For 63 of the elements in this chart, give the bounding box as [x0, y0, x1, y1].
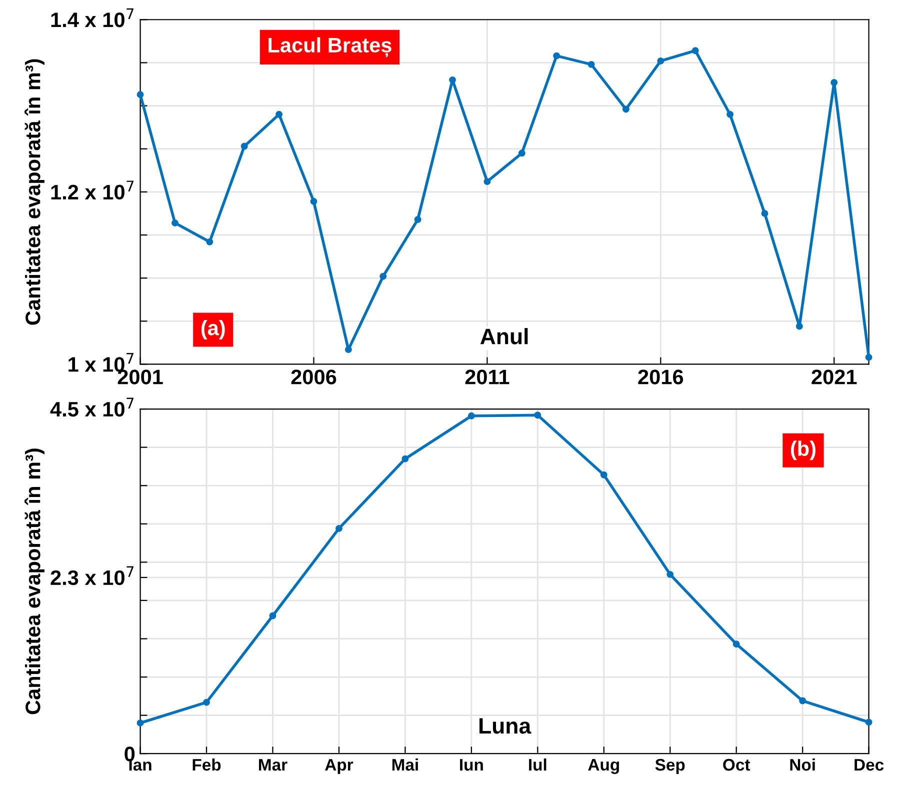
point	[276, 110, 283, 118]
point	[726, 110, 734, 118]
point	[865, 718, 872, 726]
x-tick-label: Apr	[325, 759, 354, 774]
point	[206, 238, 214, 246]
x-tick-label: Mai	[392, 758, 418, 771]
x-tick-label: Iun	[460, 759, 483, 771]
point	[865, 354, 872, 361]
point	[484, 178, 491, 186]
point	[553, 52, 560, 60]
point	[692, 47, 699, 54]
y-tick-label: 1.2 x 10$^{7}$	[51, 180, 134, 200]
annotation: Lacul Brateș	[268, 37, 392, 58]
point	[344, 346, 352, 354]
point	[380, 272, 387, 280]
point	[335, 524, 342, 532]
point	[136, 91, 144, 98]
x-tick-label: Sep	[655, 758, 685, 774]
point	[449, 76, 456, 84]
x-axis-title: Luna	[479, 718, 532, 734]
x-tick-label: 2021	[812, 370, 857, 384]
point	[830, 79, 838, 86]
point	[203, 698, 210, 706]
x-tick-label: Oct	[723, 758, 750, 771]
point	[136, 719, 144, 726]
point	[622, 106, 630, 113]
x-tick-label: Aug	[588, 759, 619, 774]
x-tick-label: Feb	[192, 758, 221, 771]
x-tick-label: Mar	[259, 759, 288, 771]
point	[310, 198, 318, 205]
y-tick-label: 2.3 x 10$^{7}$	[50, 566, 134, 586]
point	[600, 471, 608, 478]
point	[761, 210, 768, 217]
point	[799, 697, 806, 704]
annotation: (a)	[201, 320, 225, 340]
point	[468, 412, 475, 420]
y-axis-title: Cantitatea evaporată în m³)	[24, 59, 44, 325]
y-tick-label: 1.4 x 10$^{7}$	[51, 8, 134, 28]
x-tick-label: Iul	[529, 758, 546, 771]
y-tick-label: 0	[124, 746, 135, 762]
annotation: (b)	[790, 440, 816, 460]
x-tick-label: Noi	[790, 758, 815, 771]
point	[414, 216, 422, 223]
point	[171, 219, 178, 226]
x-tick-label: 2011	[465, 370, 510, 384]
point	[657, 58, 664, 64]
x-tick-label: Ian	[129, 759, 152, 771]
y-axis-title: Cantitatea evaporată în m³)	[24, 448, 44, 714]
x-tick-label: 2016	[638, 370, 684, 384]
point	[796, 322, 803, 330]
point	[588, 60, 595, 68]
point	[732, 640, 740, 648]
point	[666, 570, 674, 578]
y-tick-label: 4.5 x 10$^{7}$	[50, 398, 134, 417]
point	[518, 150, 526, 157]
x-tick-label: 2006	[291, 370, 336, 384]
point	[269, 612, 276, 620]
x-axis-title: Anul	[480, 328, 528, 344]
x-tick-label: 2001	[118, 370, 163, 384]
point	[534, 412, 542, 419]
point	[402, 455, 409, 462]
x-tick-label: Dec	[854, 759, 884, 771]
point	[240, 142, 248, 150]
